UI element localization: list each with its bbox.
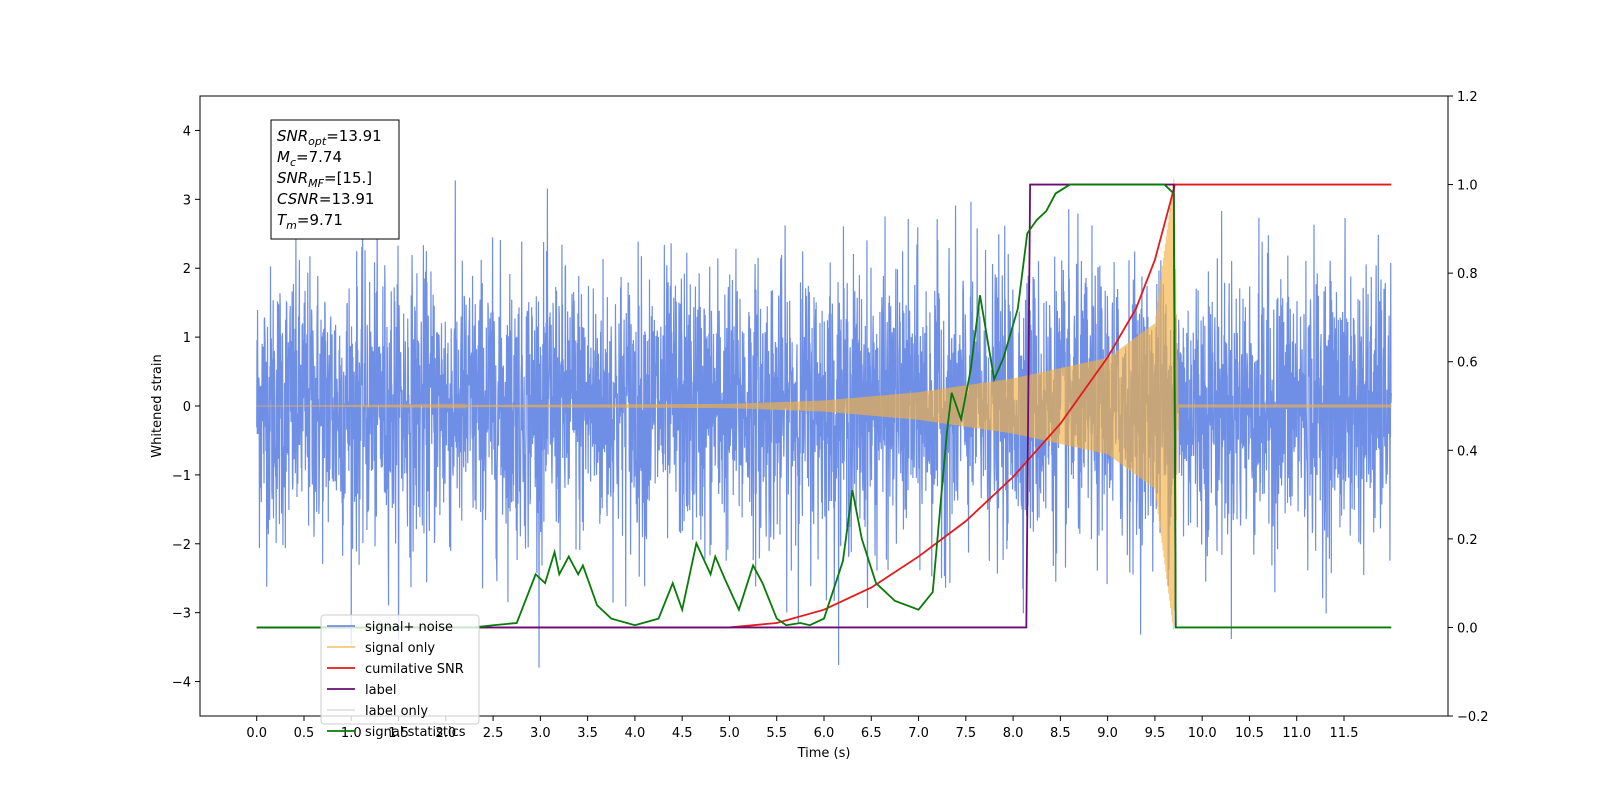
x-tick-label: 7.0 xyxy=(908,726,929,741)
y-tick-label: −3 xyxy=(172,607,191,622)
legend-label: cumilative SNR xyxy=(365,662,464,677)
info-line: SNRMF=[15.] xyxy=(277,169,372,190)
x-axis-label: Time (s) xyxy=(797,746,851,761)
y-tick-label: −1 xyxy=(172,469,191,484)
x-tick-label: 1.0 xyxy=(341,726,362,741)
y-tick-label: 1 xyxy=(183,331,191,346)
plot-area xyxy=(256,178,1392,668)
x-tick-label: 8.0 xyxy=(1003,726,1024,741)
y-axis-right: −0.2 0.0 0.2 0.4 0.6 0.8 1.0 1.2 xyxy=(1448,90,1489,725)
y-tick-label: −4 xyxy=(172,676,191,691)
x-axis: 0.0 0.5 1.0 1.5 2.0 2.5 3.0 3.5 4.0 4.5 5.0 5.5 6.0 6… xyxy=(246,716,1358,741)
legend: signal+ noise signal only cumilative SNR la… xyxy=(320,614,480,740)
x-tick-label: 10.5 xyxy=(1235,726,1264,741)
y2-tick-label: −0.2 xyxy=(1457,710,1489,725)
y-axis-left: −4 −3 −2 −1 0 1 2 3 4 xyxy=(172,124,200,691)
y-tick-label: 3 xyxy=(183,193,191,208)
x-tick-label: 2.0 xyxy=(435,726,456,741)
x-tick-label: 3.0 xyxy=(530,726,551,741)
info-box: SNRopt=13.91Mc=7.74SNRMF=[15.]CSNR=13.91… xyxy=(270,119,400,240)
x-tick-label: 4.0 xyxy=(625,726,646,741)
x-tick-label: 9.0 xyxy=(1097,726,1118,741)
series-signal-only-line xyxy=(256,178,1392,630)
x-tick-label: 11.0 xyxy=(1282,726,1311,741)
y-tick-label: 0 xyxy=(183,400,191,415)
legend-label: signal+ noise xyxy=(365,620,453,635)
legend-label: signal statistics xyxy=(365,725,466,740)
y-tick-label: 4 xyxy=(183,124,191,139)
y-tick-label: −2 xyxy=(172,538,191,553)
x-tick-label: 4.5 xyxy=(672,726,693,741)
y2-tick-label: 0.2 xyxy=(1457,533,1478,548)
x-tick-label: 11.5 xyxy=(1330,726,1359,741)
info-line: CSNR=13.91 xyxy=(277,190,374,208)
series-signal-noise-line xyxy=(256,180,1392,668)
x-tick-label: 9.5 xyxy=(1145,726,1166,741)
series-cumilative-snr-line xyxy=(256,183,1392,629)
y2-tick-label: 0.0 xyxy=(1457,621,1478,636)
x-tick-label: 2.5 xyxy=(483,726,504,741)
info-line: Mc=7.74 xyxy=(277,148,342,169)
y2-tick-label: 1.0 xyxy=(1457,179,1478,194)
y2-tick-label: 0.4 xyxy=(1457,444,1478,459)
x-tick-label: 5.5 xyxy=(766,726,787,741)
legend-frame xyxy=(320,614,480,725)
legend-label: signal only xyxy=(365,641,435,656)
info-box-frame xyxy=(270,119,400,240)
x-tick-label: 1.5 xyxy=(388,726,409,741)
x-tick-label: 7.5 xyxy=(955,726,976,741)
legend-label: label only xyxy=(365,704,428,719)
info-line: SNRopt=13.91 xyxy=(277,127,382,148)
x-tick-label: 0.5 xyxy=(294,726,315,741)
y2-tick-label: 0.6 xyxy=(1457,356,1478,371)
y2-tick-label: 0.8 xyxy=(1457,267,1478,282)
y2-tick-label: 1.2 xyxy=(1457,90,1478,105)
x-tick-label: 0.0 xyxy=(246,726,267,741)
series-signal-statistics-line xyxy=(256,183,1392,629)
x-tick-label: 10.0 xyxy=(1188,726,1217,741)
x-tick-label: 8.5 xyxy=(1050,726,1071,741)
x-tick-label: 3.5 xyxy=(577,726,598,741)
x-tick-label: 5.0 xyxy=(719,726,740,741)
y-axis-label: Whitened strain xyxy=(150,354,165,457)
y-tick-label: 2 xyxy=(183,262,191,277)
x-tick-label: 6.0 xyxy=(814,726,835,741)
x-tick-label: 6.5 xyxy=(861,726,882,741)
legend-label: label xyxy=(365,683,396,698)
info-line: Tm=9.71 xyxy=(277,211,343,232)
